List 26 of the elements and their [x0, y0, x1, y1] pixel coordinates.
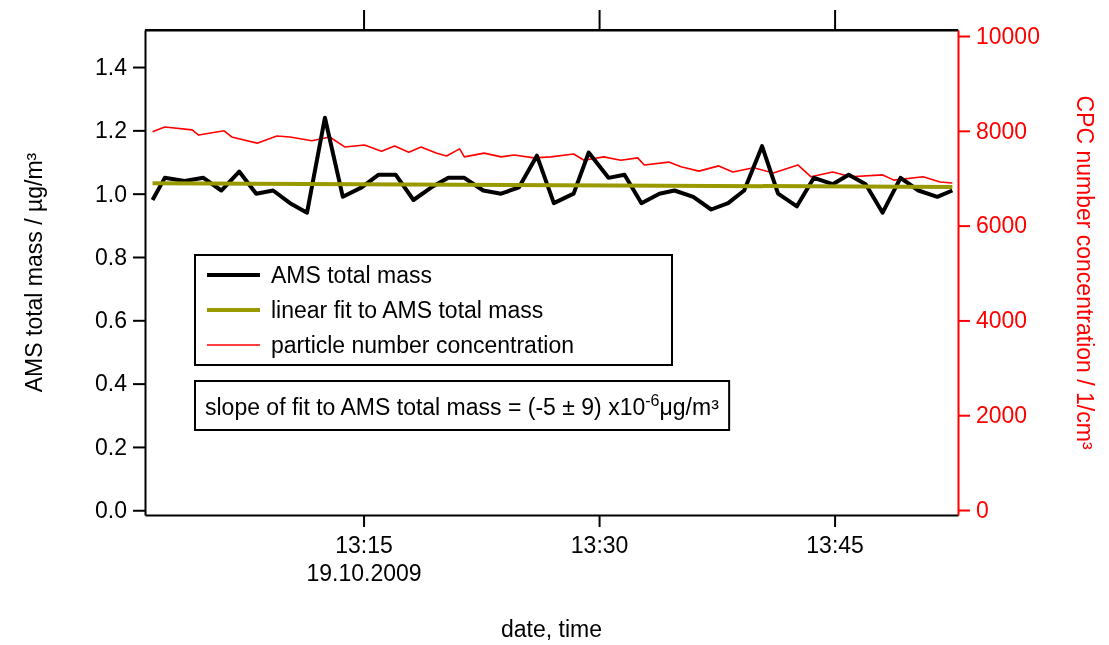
y2-tick-label: 0 — [976, 496, 989, 523]
line-series — [151, 126, 954, 184]
y-tick-label: 0.2 — [95, 433, 127, 460]
y-axis-title: AMS total mass / µg/m³ — [21, 152, 47, 393]
x-tick-label: 13:30 — [570, 532, 629, 559]
x-axis-title: date, time — [501, 616, 602, 642]
x-tick-label: 13:15 19.10.2009 — [306, 532, 422, 586]
y2-tick-label: 8000 — [976, 117, 1028, 144]
y2-tick-label: 6000 — [976, 212, 1028, 239]
y-tick-label: 0.0 — [95, 497, 127, 524]
y-tick-label: 0.6 — [95, 307, 127, 334]
annotation: slope of fit to AMS total mass = (-5 ± 9) x10$^{-6}$μg/m³ — [205, 391, 720, 420]
legend-label: AMS total mass — [271, 262, 433, 288]
y-tick-label: 1.0 — [95, 180, 127, 207]
legend-label: linear fit to AMS total mass — [271, 297, 544, 323]
y2-tick-label: 4000 — [976, 307, 1028, 334]
x-tick-label: 13:45 — [806, 532, 864, 559]
y2-axis-title: CPC number concentration / 1/cm³ — [1072, 95, 1098, 450]
y2-tick-label: 10000 — [976, 22, 1040, 49]
line-series — [150, 115, 955, 215]
y2-tick-label: 2000 — [976, 402, 1028, 429]
y-tick-label: 0.4 — [95, 370, 128, 397]
y-tick-label: 0.8 — [95, 243, 127, 270]
legend-label: particle number concentration — [271, 332, 574, 358]
y-tick-label: 1.4 — [95, 53, 128, 80]
y-tick-label: 1.2 — [95, 117, 127, 144]
